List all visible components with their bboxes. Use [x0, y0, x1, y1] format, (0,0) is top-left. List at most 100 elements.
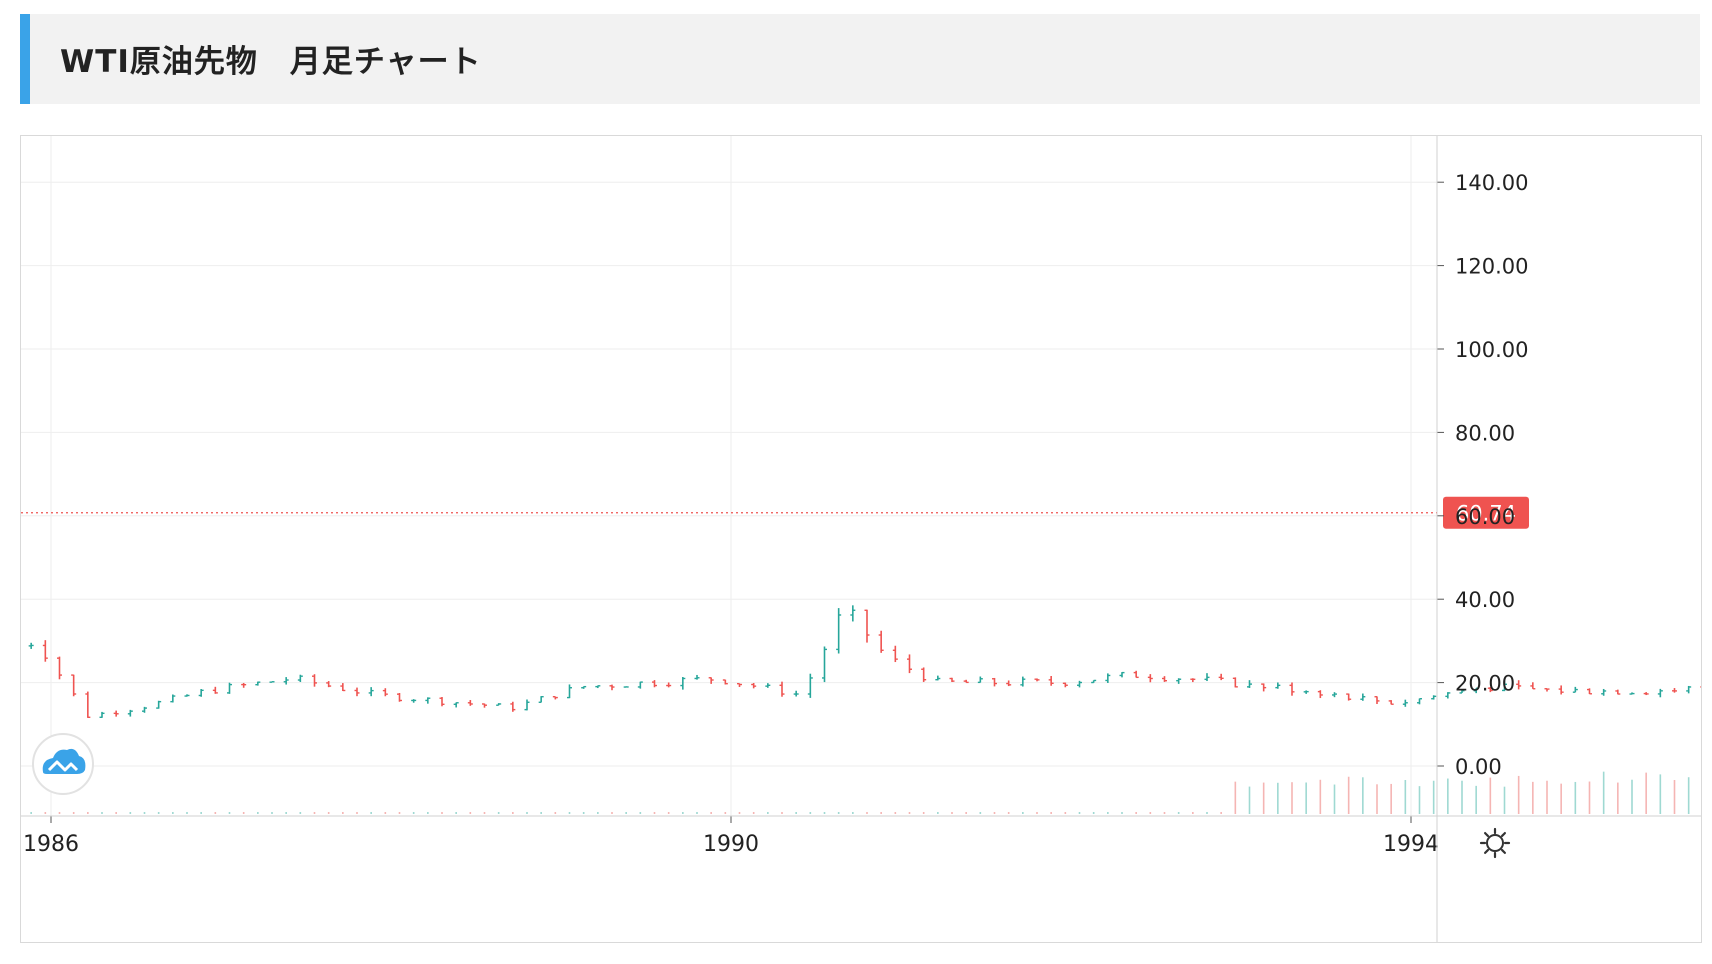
last-price-label: 60.74 — [1456, 502, 1516, 526]
ohlc-chart[interactable]: 60.74 160.00140.00120.00100.0080.0060.00… — [14, 88, 1706, 942]
ohlc-bar — [142, 706, 147, 713]
ohlc-bar — [1034, 678, 1040, 682]
ohlc-bar — [1303, 690, 1309, 694]
ohlc-bar — [1629, 692, 1635, 695]
ohlc-bar — [1417, 698, 1422, 705]
ohlc-bar — [1332, 692, 1337, 698]
ohlc-bar — [581, 685, 587, 689]
ohlc-bar — [354, 687, 360, 697]
ohlc-bar — [57, 656, 62, 680]
ohlc-bar — [510, 701, 516, 712]
ohlc-bar — [212, 686, 218, 694]
y-tick-label: 120.00 — [1455, 255, 1528, 279]
ohlc-bar — [538, 696, 544, 703]
y-tick-label: 0.00 — [1455, 755, 1502, 779]
ohlc-bar — [1516, 680, 1522, 690]
ohlc-bar — [1020, 676, 1026, 687]
ohlc-bar — [241, 682, 247, 688]
ohlc-bar — [1643, 692, 1649, 696]
ohlc-bar — [85, 691, 91, 718]
ohlc-bar — [1657, 688, 1663, 698]
ohlc-bar — [1544, 688, 1550, 692]
ohlc-bar — [567, 684, 572, 699]
ohlc-bar — [1558, 685, 1564, 695]
ohlc-bar — [1190, 678, 1196, 683]
title-bar: WTI原油先物 月足チャート — [20, 14, 1700, 104]
ohlc-bar — [269, 681, 275, 683]
ohlc-bar — [312, 674, 317, 687]
title-accent-bar — [20, 14, 30, 104]
gear-tooth — [1500, 848, 1506, 854]
ohlc-bar — [963, 679, 969, 684]
ohlc-bar — [552, 696, 558, 700]
ohlc-bar — [1119, 671, 1125, 678]
ohlc-bar — [595, 685, 601, 689]
y-tick-label: 100.00 — [1455, 338, 1528, 362]
ohlc-bar — [1572, 686, 1578, 693]
ohlc-bar — [807, 673, 813, 698]
ohlc-bar — [453, 702, 459, 708]
ohlc-bar — [467, 700, 473, 706]
ohlc-bar — [42, 640, 48, 662]
ohlc-bar — [1091, 679, 1097, 684]
ohlc-bar — [1105, 673, 1111, 683]
ohlc-bar — [1402, 699, 1408, 707]
ohlc-bar — [1473, 687, 1479, 694]
ohlc-bar — [496, 703, 502, 706]
ohlc-bar — [694, 674, 700, 680]
ohlc-bar — [255, 681, 261, 686]
y-tick-label: 140.00 — [1455, 171, 1528, 195]
ohlc-bar — [425, 697, 431, 704]
ohlc-bar — [1672, 688, 1677, 693]
ohlc-bar — [1162, 676, 1167, 682]
ohlc-bar — [1176, 678, 1182, 684]
ohlc-bar — [411, 699, 417, 703]
ohlc-bar — [1360, 693, 1366, 701]
ohlc-bar — [1204, 673, 1210, 682]
gear-tooth — [1484, 832, 1490, 838]
ohlc-bar — [1218, 673, 1224, 681]
ohlc-bar — [609, 684, 615, 691]
ohlc-bar — [1530, 682, 1536, 690]
ohlc-bar — [340, 683, 346, 692]
gear-icon[interactable] — [1479, 827, 1511, 859]
ohlc-bar — [283, 677, 289, 685]
ohlc-bar — [326, 681, 332, 688]
gear-tooth — [1500, 832, 1506, 838]
ohlc-bar — [1261, 683, 1267, 692]
ohlc-bar — [1247, 680, 1252, 688]
ohlc-bar — [99, 711, 105, 718]
ohlc-bar — [680, 676, 686, 690]
ohlc-bar — [652, 680, 657, 688]
ohlc-bar — [779, 681, 785, 697]
ohlc-bar — [482, 703, 487, 708]
ohlc-bar — [297, 674, 303, 682]
ohlc-bar — [935, 675, 941, 681]
ohlc-bar — [1147, 674, 1153, 683]
ohlc-bar — [1459, 690, 1465, 694]
ohlc-bar — [907, 654, 912, 674]
ohlc-bar — [1502, 680, 1507, 692]
gear-body — [1486, 834, 1504, 852]
ohlc-bar — [666, 682, 672, 688]
ohlc-bar — [524, 699, 530, 711]
ohlc-bar — [1686, 685, 1692, 694]
logo-wave — [47, 760, 79, 772]
ohlc-bar — [878, 630, 884, 653]
ohlc-bar — [397, 692, 402, 702]
chart-container[interactable]: 60.74 160.00140.00120.00100.0080.0060.00… — [14, 88, 1706, 943]
x-tick-label: 1986 — [23, 832, 79, 857]
ohlc-bar — [751, 682, 757, 689]
ohlc-bar — [737, 682, 742, 687]
ohlc-bar — [708, 677, 714, 684]
ohlc-bar — [977, 676, 983, 684]
x-tick-label: 1994 — [1383, 832, 1439, 857]
ohlc-bar — [1700, 683, 1706, 690]
ohlc-bar — [765, 683, 771, 688]
y-tick-label: 80.00 — [1455, 421, 1515, 445]
cloud-logo-icon — [32, 733, 94, 795]
ohlc-bar — [722, 679, 728, 685]
ohlc-bar — [1006, 680, 1012, 687]
ohlc-bar — [71, 674, 77, 697]
ohlc-bar — [793, 690, 799, 697]
